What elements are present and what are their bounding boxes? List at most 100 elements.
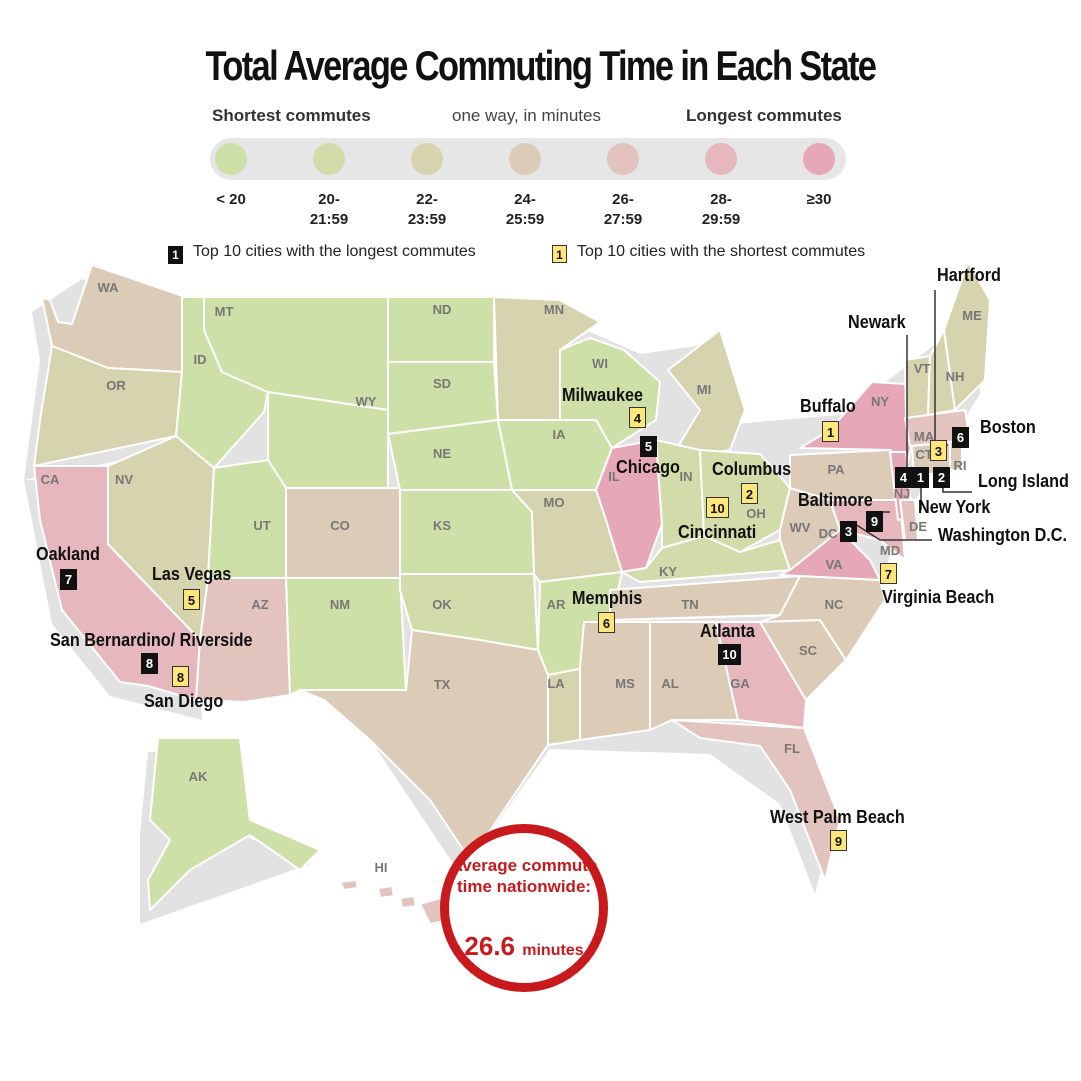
shortest-rank-hartford: 3 <box>930 440 947 461</box>
longest-rank-newark: 4 <box>895 467 912 488</box>
city-label-memphis: Memphis <box>572 588 643 608</box>
longest-rank-atlanta: 10 <box>718 644 741 665</box>
state-hi <box>399 895 417 909</box>
state-label-ma: MA <box>914 429 935 444</box>
longest-rank-long-island: 2 <box>933 467 950 488</box>
city-label-buffalo: Buffalo <box>800 396 856 416</box>
nationwide-average-badge: Average commute time nationwide: 26.6 mi… <box>440 824 608 992</box>
legend-bin-label: 24- 25:59 <box>505 191 545 228</box>
state-label-nc: NC <box>825 597 844 612</box>
state-me <box>943 261 991 411</box>
state-label-ky: KY <box>659 564 677 579</box>
state-label-ne: NE <box>433 446 451 461</box>
legend-bin-label: 26- 27:59 <box>603 191 643 228</box>
state-label-or: OR <box>106 378 126 393</box>
state-co <box>285 487 401 579</box>
legend-bin-label: ≥30 <box>806 191 832 208</box>
state-label-nh: NH <box>946 369 965 384</box>
longest-rank-new-york: 1 <box>912 467 929 488</box>
state-ms <box>579 621 651 741</box>
state-ks <box>399 489 535 575</box>
legend-swatch <box>705 143 737 175</box>
longest-rank-baltimore: 9 <box>866 511 883 532</box>
state-label-nd: ND <box>433 302 452 317</box>
state-label-ct: CT <box>915 447 932 462</box>
shortest-rank-virginia-beach: 7 <box>880 563 897 584</box>
state-label-va: VA <box>825 557 843 572</box>
legend-key-longest-text: Top 10 cities with the longest commutes <box>193 243 476 260</box>
state-label-az: AZ <box>251 597 268 612</box>
state-label-mo: MO <box>544 495 565 510</box>
legend-swatch <box>313 143 345 175</box>
city-label-long-island: Long Island <box>978 471 1069 491</box>
average-number: 26.6 <box>464 931 516 961</box>
legend-bin-label: < 20 <box>216 191 246 208</box>
legend-bin-label: 22- 23:59 <box>407 191 447 228</box>
legend-bin-label: 28- 29:59 <box>701 191 741 228</box>
shortest-rank-columbus: 2 <box>741 483 758 504</box>
shortest-rank-las-vegas: 5 <box>183 589 200 610</box>
legend-key-longest: 1 Top 10 cities with the longest commutes <box>168 243 476 264</box>
city-label-west-palm-beach: West Palm Beach <box>770 807 905 827</box>
state-label-ia: IA <box>553 427 567 442</box>
state-label-al: AL <box>661 676 678 691</box>
state-label-wi: WI <box>592 356 608 371</box>
city-label-chicago: Chicago <box>616 457 680 477</box>
legend-bin-label: 20- 21:59 <box>309 191 349 228</box>
longest-rank-oakland: 7 <box>60 569 77 590</box>
city-label-oakland: Oakland <box>36 544 100 564</box>
state-ky <box>621 535 791 583</box>
legend-swatch <box>803 143 835 175</box>
city-label-hartford: Hartford <box>937 265 1001 285</box>
city-label-newark: Newark <box>848 312 906 332</box>
longest-rank-boston: 6 <box>952 427 969 448</box>
legend-shortest-label: Shortest commutes <box>212 106 371 125</box>
state-ak <box>147 737 321 911</box>
city-label-cincinnati: Cincinnati <box>678 522 757 542</box>
state-label-co: CO <box>330 518 350 533</box>
state-label-id: ID <box>194 352 207 367</box>
state-label-il: IL <box>608 469 620 484</box>
state-label-sd: SD <box>433 376 451 391</box>
average-label: Average commute time nationwide: <box>450 856 598 896</box>
average-unit: minutes <box>522 942 584 959</box>
state-label-de: DE <box>909 519 927 534</box>
state-label-md: MD <box>880 543 900 558</box>
state-label-ak: AK <box>189 769 208 784</box>
legend-swatch <box>509 143 541 175</box>
legend-key-shortest-text: Top 10 cities with the shortest commutes <box>577 243 866 260</box>
longest-rank-chicago: 5 <box>640 436 657 457</box>
state-label-hi: HI <box>375 860 388 875</box>
state-label-mn: MN <box>544 302 564 317</box>
state-label-ar: AR <box>547 597 566 612</box>
state-hi <box>339 879 359 891</box>
legend-longest-label: Longest commutes <box>686 106 842 125</box>
shortest-rank-west-palm-beach: 9 <box>830 830 847 851</box>
legend-swatch <box>411 143 443 175</box>
city-label-milwaukee: Milwaukee <box>562 385 644 405</box>
state-mi <box>667 329 746 461</box>
state-label-ut: UT <box>253 518 270 533</box>
state-label-ga: GA <box>730 676 750 691</box>
state-va <box>779 529 881 581</box>
shortest-rank-cincinnati: 10 <box>706 497 729 518</box>
state-label-ny: NY <box>871 394 889 409</box>
state-label-in: IN <box>680 469 693 484</box>
state-label-sc: SC <box>799 643 818 658</box>
state-label-fl: FL <box>784 741 800 756</box>
legend-key-dark-box: 1 <box>168 246 183 264</box>
state-label-dc: DC <box>819 526 838 541</box>
state-label-ri: RI <box>954 458 967 473</box>
city-label-new-york: New York <box>918 497 991 517</box>
state-label-ca: CA <box>41 472 60 487</box>
legend-swatch <box>215 143 247 175</box>
state-label-ms: MS <box>615 676 635 691</box>
state-label-me: ME <box>962 308 982 323</box>
state-label-oh: OH <box>746 506 766 521</box>
state-al <box>649 621 739 731</box>
city-label-virginia-beach: Virginia Beach <box>882 587 995 607</box>
state-ut <box>207 459 287 579</box>
state-label-la: LA <box>547 676 565 691</box>
page-title: Total Average Commuting Time in Each Sta… <box>205 42 876 89</box>
